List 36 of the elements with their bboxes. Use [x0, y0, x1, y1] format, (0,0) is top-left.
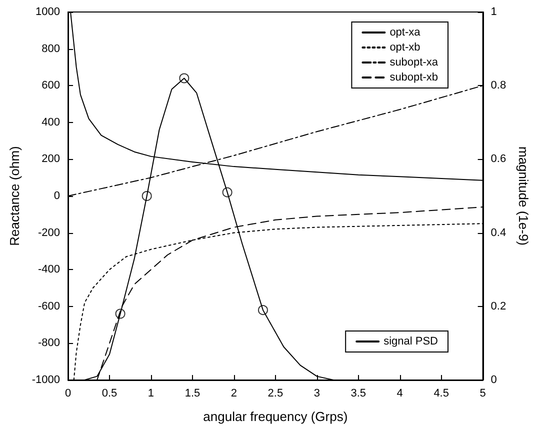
y-tick-label: 400	[42, 116, 60, 128]
legend-label: opt-xa	[390, 26, 422, 38]
y-tick-label: 0	[54, 190, 60, 202]
y-axis-title: Reactance (ohm)	[7, 146, 22, 246]
y-tick-label: -400	[38, 264, 60, 276]
x-tick-label: 2	[230, 388, 238, 400]
y-tick-label: 1000	[36, 6, 60, 18]
y-tick-label: -600	[38, 300, 60, 312]
x-tick-label: 3	[314, 388, 320, 400]
y2-tick-label: 0.6	[490, 153, 506, 166]
legend-label: subopt-xb	[390, 72, 438, 84]
x-tick-label: 0	[64, 388, 72, 400]
x-tick-label: 0.5	[102, 388, 118, 400]
x-tick-label: 2.5	[268, 388, 284, 400]
x-tick-label: 1	[148, 388, 154, 400]
y-tick-label: -200	[38, 226, 60, 239]
y-tick-label: -800	[38, 337, 60, 350]
legend-label: subopt-xa	[390, 56, 439, 68]
x-tick-label: 5	[480, 388, 486, 400]
y2-tick-label: 1	[490, 6, 497, 18]
y-tick-label: 200	[42, 153, 60, 166]
legend-label: signal PSD	[384, 336, 438, 348]
y2-tick-label: 0.8	[490, 80, 506, 92]
y2-tick-label: 0.2	[490, 300, 506, 312]
y-tick-label: -1000	[32, 374, 60, 386]
y-tick-label: 600	[42, 80, 60, 92]
y-tick-label: 800	[42, 42, 60, 55]
x-tick-label: 1.5	[184, 388, 200, 400]
x-tick-label: 4.5	[434, 388, 449, 400]
y2-tick-label: 0.4	[490, 226, 506, 239]
x-tick-label: 4	[396, 388, 403, 400]
x-tick-label: 3.5	[350, 388, 366, 400]
y2-tick-label: 0	[490, 374, 497, 386]
y2-axis-title: magnitude (1e-9)	[516, 146, 531, 246]
legend-label: opt-xb	[390, 42, 420, 54]
x-axis-title: angular frequency (Grps)	[203, 409, 348, 424]
